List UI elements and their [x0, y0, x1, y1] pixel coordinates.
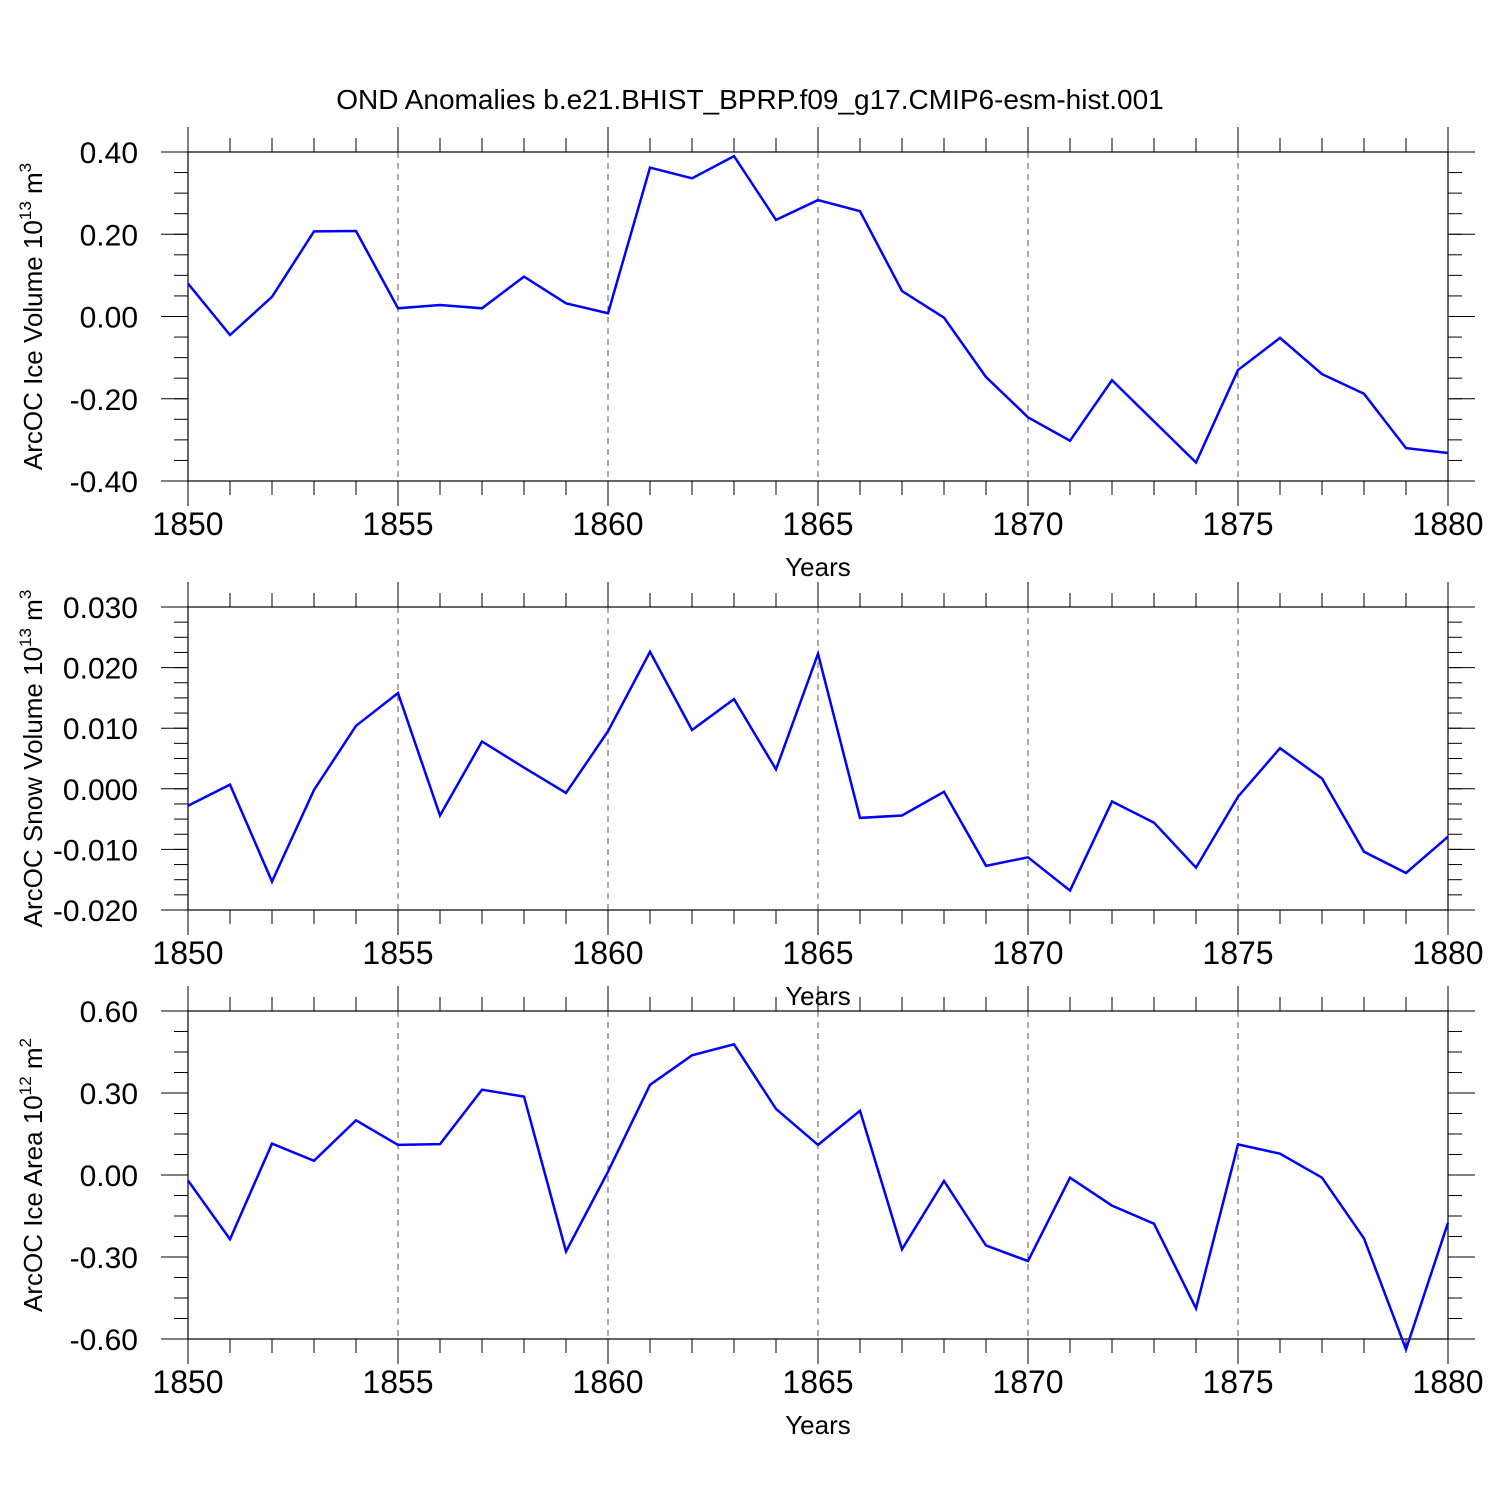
x-tick-label: 1860	[572, 935, 643, 971]
y-tick-label: 0.000	[63, 774, 138, 807]
y-axis-label: ArcOC Ice Volume 1013 m3	[16, 163, 48, 470]
x-tick-label: 1875	[1202, 1364, 1273, 1400]
y-tick-label: -0.020	[53, 895, 138, 928]
y-tick-label: -0.40	[70, 466, 138, 499]
x-tick-label: 1875	[1202, 506, 1273, 542]
x-axis-label: Years	[785, 1410, 851, 1440]
y-tick-label: -0.010	[53, 834, 138, 867]
y-tick-label: 0.030	[63, 592, 138, 625]
chart-panel-1: 0.40 0.20 0.00 -0.20 -0.40 1850 1855 1860 1865 18…	[16, 127, 1484, 582]
y-tick-label: 0.00	[80, 1160, 138, 1193]
y-tick-label: 0.00	[80, 302, 138, 335]
series-line	[187, 154, 1449, 465]
x-tick-label: 1880	[1412, 935, 1483, 971]
chart-panel-2: 0.030 0.020 0.010 0.000 -0.010 -0.020 1850 1855…	[16, 582, 1484, 1011]
x-tick-label: 1865	[782, 935, 853, 971]
x-tick-label: 1850	[152, 506, 223, 542]
y-tick-label: 0.010	[63, 713, 138, 746]
x-tick-label: 1870	[992, 506, 1063, 542]
x-tick-label: 1850	[152, 935, 223, 971]
x-tick-label: 1865	[782, 1364, 853, 1400]
x-tick-label: 1880	[1412, 1364, 1483, 1400]
y-tick-label: 0.20	[80, 219, 138, 252]
x-tick-label: 1870	[992, 1364, 1063, 1400]
x-tick-label: 1875	[1202, 935, 1273, 971]
y-axis-label: ArcOC Snow Volume 1013 m3	[16, 590, 48, 928]
x-tick-label: 1855	[362, 1364, 433, 1400]
y-tick-label: -0.30	[70, 1242, 138, 1275]
series-line	[186, 1042, 1450, 1354]
x-tick-label: 1850	[152, 1364, 223, 1400]
x-tick-label: 1860	[572, 1364, 643, 1400]
x-tick-label: 1860	[572, 506, 643, 542]
y-tick-label: -0.20	[70, 384, 138, 417]
x-tick-label: 1880	[1412, 506, 1483, 542]
x-tick-label: 1870	[992, 935, 1063, 971]
y-tick-label: 0.30	[80, 1078, 138, 1111]
y-tick-label: -0.60	[70, 1324, 138, 1357]
y-tick-label: 0.60	[80, 996, 138, 1029]
x-axis-label: Years	[785, 552, 851, 582]
series-line	[187, 649, 1449, 893]
y-tick-label: 0.020	[63, 653, 138, 686]
chart-panel-3: 0.60 0.30 0.00 -0.30 -0.60 1850 1855 1860 1865 18…	[16, 986, 1484, 1440]
y-axis-label: ArcOC Ice Area 1012 m2	[16, 1038, 48, 1312]
y-tick-label: 0.40	[80, 137, 138, 170]
page-title: OND Anomalies b.e21.BHIST_BPRP.f09_g17.C…	[336, 84, 1164, 115]
x-tick-label: 1855	[362, 935, 433, 971]
x-tick-label: 1855	[362, 506, 433, 542]
x-tick-label: 1865	[782, 506, 853, 542]
